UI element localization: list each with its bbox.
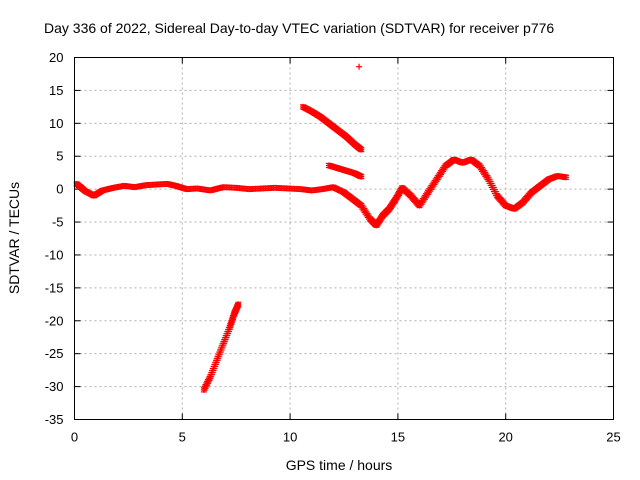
chart-title: Day 336 of 2022, Sidereal Day-to-day VTE… (44, 20, 554, 36)
main-track-marker (563, 174, 570, 181)
y-tick-label: 15 (49, 83, 63, 98)
arc-descending-marker (358, 146, 365, 153)
x-tick-labels: 0 5 10 15 20 25 (71, 430, 621, 445)
axis-ticks (74, 57, 614, 420)
x-tick-label: 0 (71, 430, 78, 445)
x-tick-label: 20 (498, 430, 512, 445)
grid-lines (74, 57, 614, 420)
y-tick-label: -25 (45, 346, 64, 361)
y-tick-label: -10 (45, 247, 64, 262)
x-tick-label: 15 (391, 430, 405, 445)
y-tick-label: 5 (56, 149, 63, 164)
y-tick-label: 0 (56, 182, 63, 197)
y-tick-label: -15 (45, 280, 64, 295)
arc-descending-marker (357, 145, 364, 152)
x-tick-label: 5 (179, 430, 186, 445)
y-tick-label: -20 (45, 313, 64, 328)
outlier-marker (356, 63, 363, 70)
arc-steep-marker (235, 301, 242, 308)
y-tick-label: -35 (45, 412, 64, 427)
y-tick-label: 10 (49, 116, 63, 131)
plot-frame (74, 57, 614, 420)
x-tick-label: 25 (606, 430, 620, 445)
y-tick-label: -5 (52, 215, 64, 230)
arc-short-marker (358, 173, 365, 180)
plot-markers (73, 63, 570, 393)
x-tick-label: 10 (283, 430, 297, 445)
y-axis-label: SDTVAR / TECUs (6, 182, 22, 294)
y-tick-labels: -35 -30 -25 -20 -15 -10 -5 0 5 10 15 20 (45, 50, 64, 427)
x-axis-label: GPS time / hours (286, 457, 393, 473)
y-tick-label: 20 (49, 50, 63, 65)
y-tick-label: -30 (45, 379, 64, 394)
